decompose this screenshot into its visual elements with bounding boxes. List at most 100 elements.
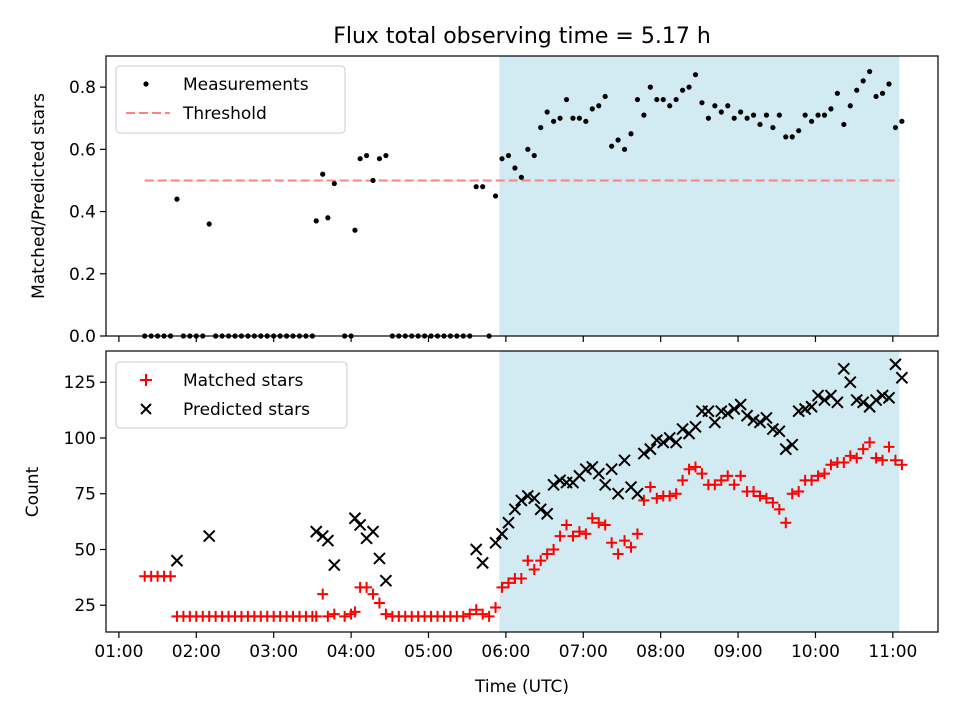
measurement-point [660, 96, 666, 103]
legend-measurements-label: Measurements [183, 75, 309, 95]
predicted-star-point [637, 447, 651, 460]
measurement-point [206, 221, 212, 227]
measurement-point [854, 87, 860, 93]
measurement-point [886, 81, 892, 87]
legend-predicted-marker [140, 403, 152, 415]
predicted-star-point [663, 431, 676, 445]
measurement-point [667, 103, 673, 109]
matched-star-point [322, 610, 334, 622]
measurement-point [634, 96, 641, 103]
measurement-point [499, 156, 505, 162]
predicted-star-point [328, 558, 341, 572]
matched-star-point [496, 581, 508, 593]
measurement-point [370, 177, 376, 184]
measurement-point [615, 137, 621, 143]
measurement-point [686, 84, 692, 90]
measurement-point [563, 96, 570, 103]
y-tick-label: 0.8 [69, 78, 96, 98]
matched-star-point [754, 490, 766, 502]
bottom-shaded-region [499, 351, 900, 632]
matched-star-point [683, 463, 695, 475]
measurement-point [654, 96, 660, 103]
predicted-star-point [727, 402, 741, 416]
matched-star-point [715, 474, 727, 486]
matched-star-point [483, 610, 495, 622]
y-tick-label: 25 [74, 596, 96, 616]
predicted-star-point [310, 525, 323, 538]
x-tick-label: 08:00 [636, 642, 685, 662]
predicted-star-point [373, 552, 386, 565]
matched-star-point [877, 454, 889, 466]
top-legend-box [115, 65, 346, 134]
matched-star-point [773, 503, 785, 515]
predicted-star-point [631, 487, 644, 500]
predicted-star-point [644, 442, 657, 456]
measurement-point [609, 143, 615, 149]
measurement-point [518, 174, 524, 180]
measurement-point [492, 193, 499, 199]
predicted-star-point [811, 389, 825, 402]
y-tick-label: 100 [64, 429, 96, 449]
matched-star-point [606, 537, 618, 549]
measurement-point [725, 103, 731, 109]
predicted-star-point [669, 436, 683, 449]
matched-star-point [696, 468, 708, 480]
matched-star-point [164, 570, 176, 582]
measurement-point [860, 78, 866, 84]
matched-star-point [541, 548, 553, 560]
matched-star-point [317, 588, 329, 600]
matched-star-point [728, 479, 740, 491]
matched-star-point [780, 517, 792, 529]
predicted-star-point [547, 478, 560, 492]
measurement-point [602, 93, 608, 100]
predicted-star-point [773, 425, 786, 438]
bottom-y-axis-label: Count [23, 466, 43, 517]
predicted-star-point [502, 516, 515, 529]
predicted-star-point [818, 393, 831, 407]
matched-star-point [844, 450, 856, 462]
matched-star-point [619, 535, 631, 547]
predicted-star-point [379, 574, 393, 587]
predicted-star-point [895, 371, 909, 384]
bottom-x-axis: 01:00 02:00 03:00 04:00 05:00 06:00 07:00 08:00… [94, 632, 917, 662]
x-tick-label: 07:00 [559, 642, 608, 662]
measurement-point [557, 115, 563, 121]
measurement-point [505, 152, 512, 159]
bottom-legend-box [115, 361, 348, 429]
matched-star-point [735, 470, 747, 482]
matched-star-point [664, 490, 676, 502]
predicted-star-point [708, 416, 722, 429]
matched-star-point [670, 488, 682, 500]
measurement-point [357, 156, 363, 162]
top-y-axis-label: Matched/Predicted stars [29, 93, 49, 299]
measurement-point [325, 215, 331, 221]
matched-star-point [586, 512, 598, 524]
matched-star-point [361, 581, 373, 593]
matched-star-point [677, 474, 689, 486]
predicted-star-point [534, 503, 547, 516]
measurement-point [750, 112, 757, 118]
y-tick-label: 75 [74, 485, 96, 505]
matched-star-point [612, 548, 624, 560]
legend-predicted-label: Predicted stars [183, 400, 310, 420]
matched-star-point [818, 468, 830, 480]
matched-star-point [689, 461, 701, 473]
predicted-star-point [753, 416, 767, 429]
matched-star-point [515, 572, 527, 584]
predicted-star-point [618, 454, 631, 467]
predicted-star-point [831, 396, 844, 409]
measurement-point [828, 106, 834, 112]
predicted-star-point [721, 407, 734, 420]
measurement-point [313, 218, 319, 224]
bottom-legend: Matched stars Predicted stars [115, 361, 348, 429]
measurement-point [473, 184, 479, 190]
measurement-point [770, 124, 776, 131]
measurement-point [525, 146, 531, 152]
matched-star-point [851, 452, 863, 464]
predicted-star-point [515, 494, 528, 507]
matched-star-point [502, 577, 514, 589]
measurement-point [899, 118, 905, 124]
matched-star-point [638, 494, 650, 506]
x-axis-label: Time (UTC) [474, 677, 569, 697]
matched-star-point [457, 610, 469, 622]
